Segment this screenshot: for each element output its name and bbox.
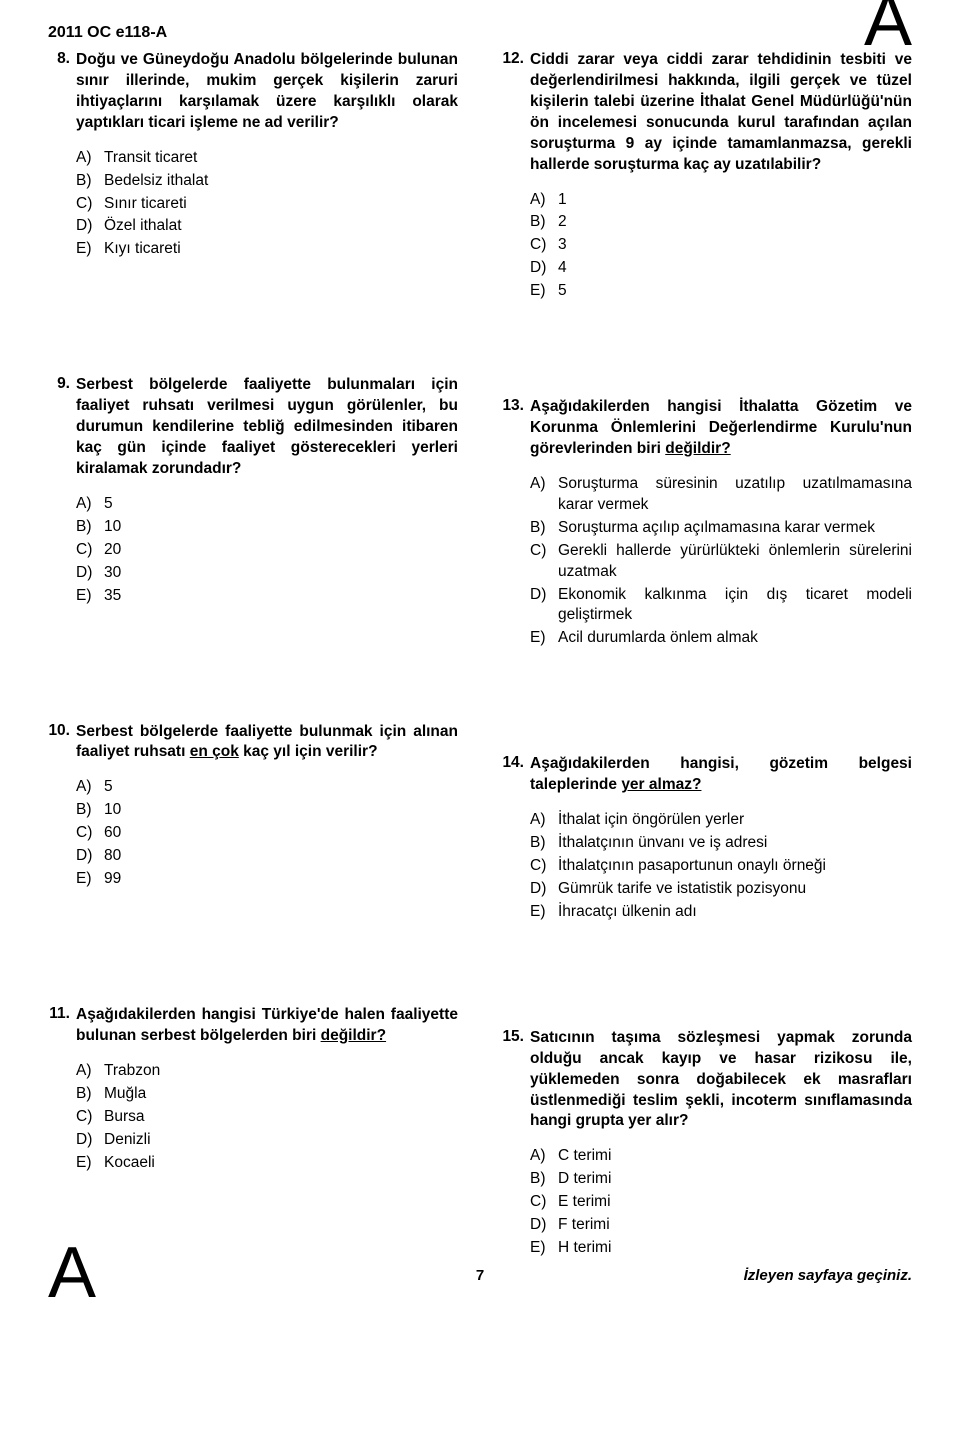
option-b[interactable]: B)2 [530,212,912,233]
corner-letter-top: A [864,0,912,57]
option-e[interactable]: E)Kıyı ticareti [76,239,458,260]
q-number: 13. [502,397,530,415]
q-text: Serbest bölgelerde faaliyette bulunmak i… [76,722,458,764]
option-e[interactable]: E)5 [530,281,912,302]
option-c[interactable]: C)Bursa [76,1107,458,1128]
q-options: A)Transit ticaret B)Bedelsiz ithalat C)S… [48,148,458,261]
option-e[interactable]: E)99 [76,869,458,890]
q-number: 15. [502,1028,530,1046]
q-options: A)5 B)10 C)60 D)80 E)99 [48,777,458,890]
option-e[interactable]: E)Kocaeli [76,1153,458,1174]
q-options: A)5 B)10 C)20 D)30 E)35 [48,494,458,607]
option-d[interactable]: D)Gümrük tarife ve istatistik pozisyonu [530,879,912,900]
next-page-text: İzleyen sayfaya geçiniz. [744,1267,912,1284]
option-c[interactable]: C)İthalatçının pasaportunun onaylı örneğ… [530,856,912,877]
question-14: 14. Aşağıdakilerden hangisi, gözetim bel… [502,754,912,922]
q-options: A)İthalat için öngörülen yerler B)İthala… [502,810,912,923]
option-b[interactable]: B)Bedelsiz ithalat [76,171,458,192]
question-11: 11. Aşağıdakilerden hangisi Türkiye'de h… [48,1005,458,1173]
question-15: 15. Satıcının taşıma sözleşmesi yapmak z… [502,1028,912,1259]
option-c[interactable]: C)60 [76,823,458,844]
q-text: Serbest bölgelerde faaliyette bulunmalar… [76,375,458,480]
question-9: 9. Serbest bölgelerde faaliyette bulunma… [48,375,458,606]
option-e[interactable]: E)35 [76,586,458,607]
corner-letter-bottom: A [48,1237,96,1309]
question-10: 10. Serbest bölgelerde faaliyette bulunm… [48,722,458,890]
q-text: Satıcının taşıma sözleşmesi yapmak zorun… [530,1028,912,1133]
option-d[interactable]: D)80 [76,846,458,867]
option-c[interactable]: C)Sınır ticareti [76,194,458,215]
option-c[interactable]: C)20 [76,540,458,561]
q-number: 10. [48,722,76,740]
q-number: 9. [48,375,76,393]
option-b[interactable]: B)İthalatçının ünvanı ve iş adresi [530,833,912,854]
q-options: A)Soruşturma süresinin uzatılıp uzatılma… [502,474,912,649]
option-e[interactable]: E)H terimi [530,1238,912,1259]
q-number: 12. [502,50,530,68]
q-options: A)1 B)2 C)3 D)4 E)5 [502,190,912,303]
option-d[interactable]: D)Denizli [76,1130,458,1151]
exam-page: A 2011 OC e118-A 8. Doğu ve Güneydoğu An… [0,0,960,1299]
option-e[interactable]: E)İhracatçı ülkenin adı [530,902,912,923]
option-a[interactable]: A)5 [76,494,458,515]
question-13: 13. Aşağıdakilerden hangisi İthalatta Gö… [502,397,912,649]
option-a[interactable]: A)1 [530,190,912,211]
option-e[interactable]: E)Acil durumlarda önlem almak [530,628,912,649]
option-c[interactable]: C)E terimi [530,1192,912,1213]
option-a[interactable]: A)Transit ticaret [76,148,458,169]
q-text: Ciddi zarar veya ciddi zarar tehdidinin … [530,50,912,176]
q-number: 11. [48,1005,76,1023]
option-a[interactable]: A)Trabzon [76,1061,458,1082]
page-number: 7 [476,1267,484,1284]
option-d[interactable]: D)Ekonomik kalkınma için dış ticaret mod… [530,585,912,627]
option-a[interactable]: A)İthalat için öngörülen yerler [530,810,912,831]
option-d[interactable]: D)Özel ithalat [76,216,458,237]
option-d[interactable]: D)4 [530,258,912,279]
option-b[interactable]: B)Soruşturma açılıp açılmamasına karar v… [530,518,912,539]
q-text: Aşağıdakilerden hangisi İthalatta Gözeti… [530,397,912,460]
exam-code: 2011 OC e118-A [48,24,912,42]
q-options: A)Trabzon B)Muğla C)Bursa D)Denizli E)Ko… [48,1061,458,1174]
right-column: 12. Ciddi zarar veya ciddi zarar tehdidi… [502,50,912,1279]
option-a[interactable]: A)Soruşturma süresinin uzatılıp uzatılma… [530,474,912,516]
q-options: A)C terimi B)D terimi C)E terimi D)F ter… [502,1146,912,1259]
q-number: 14. [502,754,530,772]
question-12: 12. Ciddi zarar veya ciddi zarar tehdidi… [502,50,912,302]
option-b[interactable]: B)D terimi [530,1169,912,1190]
option-d[interactable]: D)F terimi [530,1215,912,1236]
q-number: 8. [48,50,76,68]
question-8: 8. Doğu ve Güneydoğu Anadolu bölgelerind… [48,50,458,260]
option-b[interactable]: B)10 [76,800,458,821]
option-c[interactable]: C)3 [530,235,912,256]
option-a[interactable]: A)5 [76,777,458,798]
option-c[interactable]: C)Gerekli hallerde yürürlükteki önlemler… [530,541,912,583]
q-text: Aşağıdakilerden hangisi Türkiye'de halen… [76,1005,458,1047]
option-b[interactable]: B)Muğla [76,1084,458,1105]
q-text: Aşağıdakilerden hangisi, gözetim belgesi… [530,754,912,796]
q-text: Doğu ve Güneydoğu Anadolu bölgelerinde b… [76,50,458,134]
option-d[interactable]: D)30 [76,563,458,584]
left-column: 8. Doğu ve Güneydoğu Anadolu bölgelerind… [48,50,458,1279]
option-a[interactable]: A)C terimi [530,1146,912,1167]
option-b[interactable]: B)10 [76,517,458,538]
question-columns: 8. Doğu ve Güneydoğu Anadolu bölgelerind… [48,50,912,1279]
